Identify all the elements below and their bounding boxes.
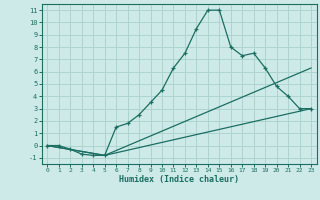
X-axis label: Humidex (Indice chaleur): Humidex (Indice chaleur)	[119, 175, 239, 184]
